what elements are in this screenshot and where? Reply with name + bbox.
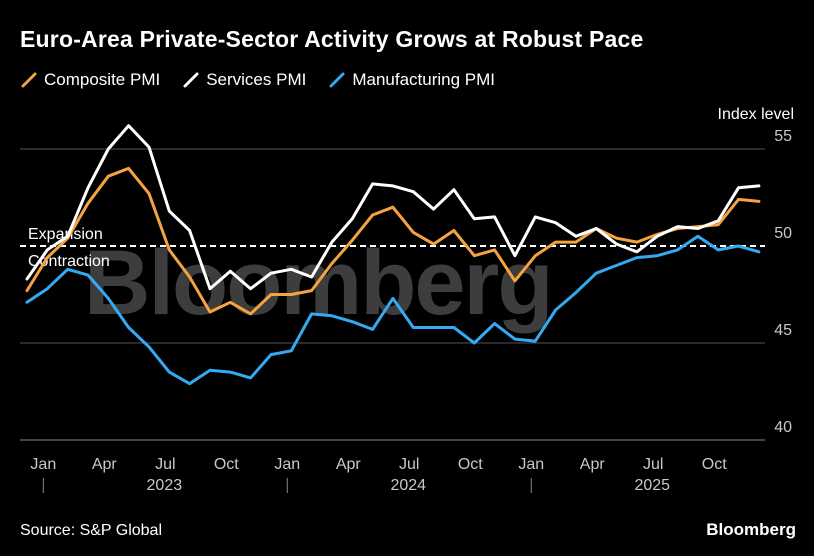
year-label-2024: 2024: [390, 477, 426, 494]
year-label-2025: 2025: [634, 477, 670, 494]
bloomberg-logo: Bloomberg: [706, 520, 796, 539]
source-note: Source: S&P Global: [20, 522, 163, 539]
legend-label-services: Services PMI: [206, 70, 307, 89]
x-tick-label: Apr: [92, 456, 118, 473]
x-tick-label: Jul: [399, 456, 419, 473]
x-tick-label: Jul: [155, 456, 175, 473]
axis-layer: 40 45 50 55 Jan Apr Jul Oct Jan Apr Jul Oct Jan Apr Ju…: [20, 128, 792, 494]
x-tick-label: Jan: [518, 456, 544, 473]
y-tick-label-40: 40: [774, 419, 792, 436]
services-line-icon: [183, 72, 199, 88]
legend-label-manufacturing: Manufacturing PMI: [352, 70, 496, 89]
series-layer: [25, 124, 761, 386]
legend: Composite PMI Services PMI Manufacturing…: [20, 70, 495, 90]
y-tick-label-50: 50: [774, 225, 792, 242]
y-tick-label-45: 45: [774, 322, 792, 339]
x-tick-label: Apr: [580, 456, 606, 473]
x-tick-label: Jan: [274, 456, 300, 473]
x-tick-label: Oct: [214, 456, 239, 473]
series-line-manufacturing: [25, 234, 761, 386]
legend-item-manufacturing[interactable]: Manufacturing PMI: [328, 70, 495, 90]
series-line-services: [25, 124, 761, 291]
year-label-2023: 2023: [147, 477, 183, 494]
x-tick-label: Jul: [643, 456, 663, 473]
x-tick-label: Oct: [458, 456, 483, 473]
x-tick-label: Oct: [702, 456, 727, 473]
legend-label-composite: Composite PMI: [44, 70, 161, 89]
x-tick-label: Jan: [30, 456, 56, 473]
legend-item-services[interactable]: Services PMI: [182, 70, 306, 90]
manufacturing-line-icon: [329, 72, 345, 88]
legend-item-composite[interactable]: Composite PMI: [20, 70, 160, 90]
y-axis-title: Index level: [718, 106, 795, 123]
expansion-label: Expansion: [28, 226, 103, 243]
x-tick-label: Apr: [336, 456, 362, 473]
composite-line-icon: [21, 72, 37, 88]
series-line-composite: [25, 166, 761, 316]
y-tick-label-55: 55: [774, 128, 792, 145]
chart-title: Euro-Area Private-Sector Activity Grows …: [20, 26, 644, 52]
